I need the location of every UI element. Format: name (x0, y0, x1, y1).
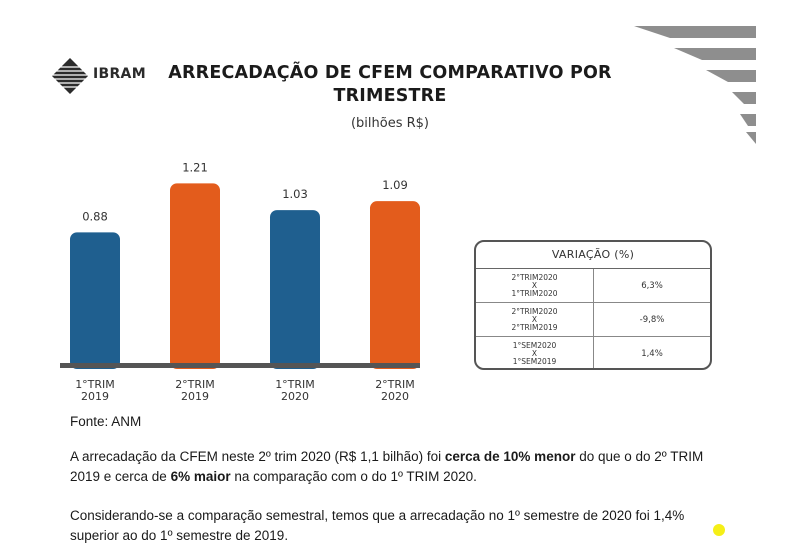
bar (270, 210, 320, 369)
row-period-b: 1°TRIM2020 (511, 288, 558, 298)
variation-row-label: 2°TRIM2020 X 2°TRIM2019 (476, 303, 594, 336)
decorative-chevrons (634, 26, 756, 144)
summary-paragraph-1: A arrecadação da CFEM neste 2º trim 2020… (70, 447, 730, 487)
x-tick-label: 2020 (281, 390, 309, 403)
row-period-a: 2°TRIM2020 (511, 306, 558, 316)
x-tick-label: 2°TRIM (375, 378, 415, 391)
bar-chart: 0.881°TRIM20191.212°TRIM20191.031°TRIM20… (60, 160, 420, 403)
chevron-stripe (674, 48, 756, 60)
variation-row-value: -9,8% (639, 314, 665, 325)
row-vs-mark: X (531, 280, 538, 290)
chevron-stripe (746, 132, 756, 144)
variation-row: 2°TRIM2020 X 1°TRIM2020 6,3% (476, 269, 710, 303)
variation-row-label: 1°SEM2020 X 1°SEM2019 (476, 337, 594, 368)
row-period-b: 1°SEM2019 (512, 356, 557, 366)
p1-text-2: do que o do 2º TRIM 2019 e cerca de (70, 449, 704, 484)
variation-row-label: 2°TRIM2020 X 1°TRIM2020 (476, 269, 594, 302)
p1-bold-1: cerca de 10% menor (444, 449, 576, 464)
variation-table-header: VARIAÇÃO (%) (476, 242, 710, 269)
chevron-stripe (634, 26, 756, 38)
p1-text-1: A arrecadação da CFEM neste 2º trim 2020… (70, 449, 445, 464)
variation-table: VARIAÇÃO (%) 2°TRIM2020 X 1°TRIM2020 6,3… (474, 240, 712, 370)
x-axis-line (60, 363, 420, 368)
row-period-a: 2°TRIM2020 (511, 272, 558, 282)
data-label: 1.03 (282, 187, 308, 201)
chevron-stripe (706, 70, 756, 82)
x-tick-label: 1°TRIM (275, 378, 315, 391)
row-vs-mark: X (531, 348, 538, 358)
x-tick-label: 1°TRIM (75, 378, 115, 391)
chevron-stripe (732, 92, 756, 104)
x-tick-label: 2019 (81, 390, 109, 403)
data-label: 1.21 (182, 160, 208, 174)
page-title: ARRECADAÇÃO DE CFEM COMPARATIVO POR TRIM… (168, 63, 612, 106)
page-subtitle: (bilhões R$) (350, 116, 430, 131)
bar (70, 232, 120, 369)
data-label: 0.88 (82, 209, 108, 223)
bar (170, 183, 220, 369)
ibram-logo-emblem (52, 58, 88, 94)
row-period-a: 1°SEM2020 (512, 340, 557, 350)
variation-row-value: 1,4% (641, 348, 663, 359)
variation-row-value: 6,3% (641, 280, 663, 291)
data-label: 1.09 (382, 178, 408, 192)
x-tick-label: 2019 (181, 390, 209, 403)
variation-row: 2°TRIM2020 X 2°TRIM2019 -9,8% (476, 303, 710, 337)
p1-text-3: na comparação com o do 1º TRIM 2020. (230, 469, 477, 484)
chevron-stripe (740, 114, 756, 126)
row-period-b: 2°TRIM2019 (511, 322, 558, 332)
x-tick-label: 2°TRIM (175, 378, 215, 391)
highlight-dot (713, 524, 725, 536)
variation-row: 1°SEM2020 X 1°SEM2019 1,4% (476, 337, 710, 368)
logo-text: IBRAM (93, 66, 146, 82)
ibram-logo (52, 58, 88, 94)
source-note: Fonte: ANM (70, 414, 142, 429)
row-vs-mark: X (531, 314, 538, 324)
summary-paragraph-2: Considerando-se a comparação semestral, … (70, 508, 685, 543)
x-tick-label: 2020 (381, 390, 409, 403)
p1-bold-2: 6% maior (170, 469, 231, 484)
bar (370, 201, 420, 369)
